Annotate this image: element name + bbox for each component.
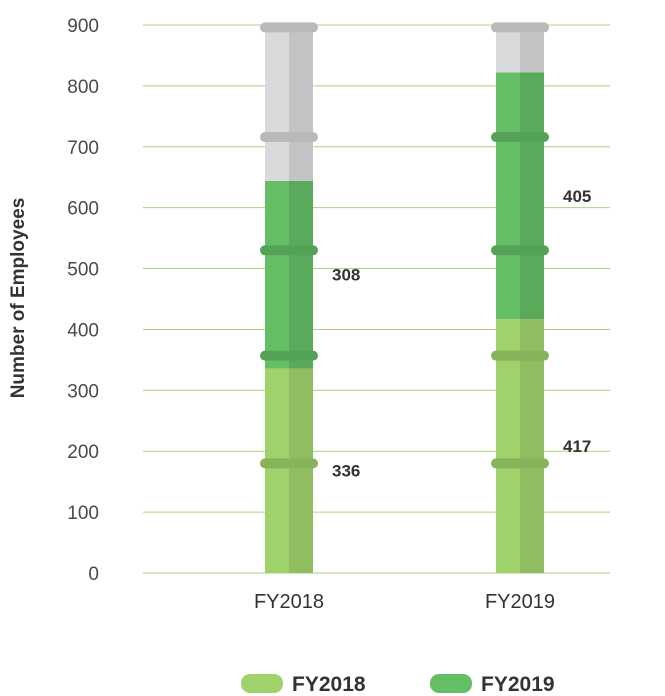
legend-label: FY2018 bbox=[292, 673, 366, 696]
data-label: 336 bbox=[332, 462, 360, 481]
legend-swatch-fy2018 bbox=[241, 674, 283, 693]
bar-segment-track-shade bbox=[289, 25, 313, 181]
y-tick-label: 100 bbox=[67, 503, 99, 524]
bars bbox=[260, 22, 549, 573]
bar-segment-fy2018 bbox=[265, 368, 289, 573]
y-tick-label: 500 bbox=[67, 260, 99, 281]
y-tick-label: 700 bbox=[67, 138, 99, 159]
y-tick-label: 600 bbox=[67, 199, 99, 220]
legend: FY2018 FY2019 bbox=[241, 673, 555, 696]
bar-segment-fy2018-shade bbox=[520, 319, 544, 573]
y-tick-label: 800 bbox=[67, 77, 99, 98]
bar-node bbox=[260, 458, 318, 469]
bar-node bbox=[491, 132, 549, 143]
y-axis-label: Number of Employees bbox=[8, 198, 29, 399]
bar-node bbox=[491, 22, 549, 33]
bar-segment-fy2019-shade bbox=[520, 72, 544, 320]
category-label: FY2019 bbox=[485, 591, 555, 613]
data-label: 308 bbox=[332, 266, 360, 285]
y-tick-label: 0 bbox=[88, 564, 99, 585]
category-labels: FY2018 FY2019 bbox=[254, 591, 555, 613]
data-label: 405 bbox=[563, 187, 591, 206]
bar-node bbox=[491, 245, 549, 256]
legend-swatch-fy2019 bbox=[430, 674, 472, 693]
bar-segment-fy2019-shade bbox=[289, 180, 313, 369]
bar-node bbox=[260, 350, 318, 361]
bar-node bbox=[260, 22, 318, 33]
y-tick-label: 300 bbox=[67, 381, 99, 402]
bar-node bbox=[491, 350, 549, 361]
bar-segment-fy2018-shade bbox=[289, 368, 313, 573]
y-tick-labels: 0 100 200 300 400 500 600 700 800 900 bbox=[67, 16, 99, 585]
bar-segment-fy2019 bbox=[496, 72, 520, 320]
category-label: FY2018 bbox=[254, 591, 324, 613]
legend-label: FY2019 bbox=[481, 673, 555, 696]
data-labels: 336 417 308 405 bbox=[332, 187, 591, 481]
data-label: 417 bbox=[563, 437, 591, 456]
bar-segment-track bbox=[265, 25, 289, 181]
y-tick-label: 200 bbox=[67, 442, 99, 463]
bar-node bbox=[260, 245, 318, 256]
y-tick-label: 900 bbox=[67, 16, 99, 37]
y-tick-label: 400 bbox=[67, 320, 99, 341]
bar-segment-track bbox=[496, 25, 520, 73]
bar-segment-fy2018 bbox=[496, 319, 520, 573]
bar-segment-track-shade bbox=[520, 25, 544, 73]
bar-segment-fy2019 bbox=[265, 180, 289, 369]
bar-node bbox=[491, 458, 549, 469]
bar-node bbox=[260, 132, 318, 143]
